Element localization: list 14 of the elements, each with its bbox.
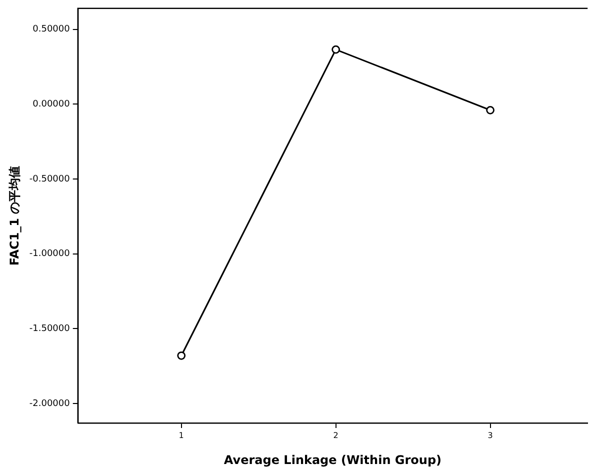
point (486, 106, 494, 114)
x-tick-label: 2 (333, 430, 338, 440)
y-axis-title: FAC1_1 の平均値 (7, 166, 22, 266)
y-tick-label: -1.50000 (29, 324, 70, 334)
x-tick-label: 3 (488, 430, 493, 440)
point (177, 351, 186, 360)
y-tick-label: -2.00000 (29, 398, 70, 409)
y-tick-label: -0.50000 (29, 174, 70, 184)
point (332, 45, 340, 54)
y-tick-label: -1.00000 (29, 249, 70, 260)
y-tick-label: 0.50000 (32, 24, 70, 35)
x-axis-title: Average Linkage (Within Group) (224, 452, 442, 467)
x-tick-label: 1 (178, 430, 184, 440)
y-tick-label: 0.00000 (32, 100, 70, 110)
